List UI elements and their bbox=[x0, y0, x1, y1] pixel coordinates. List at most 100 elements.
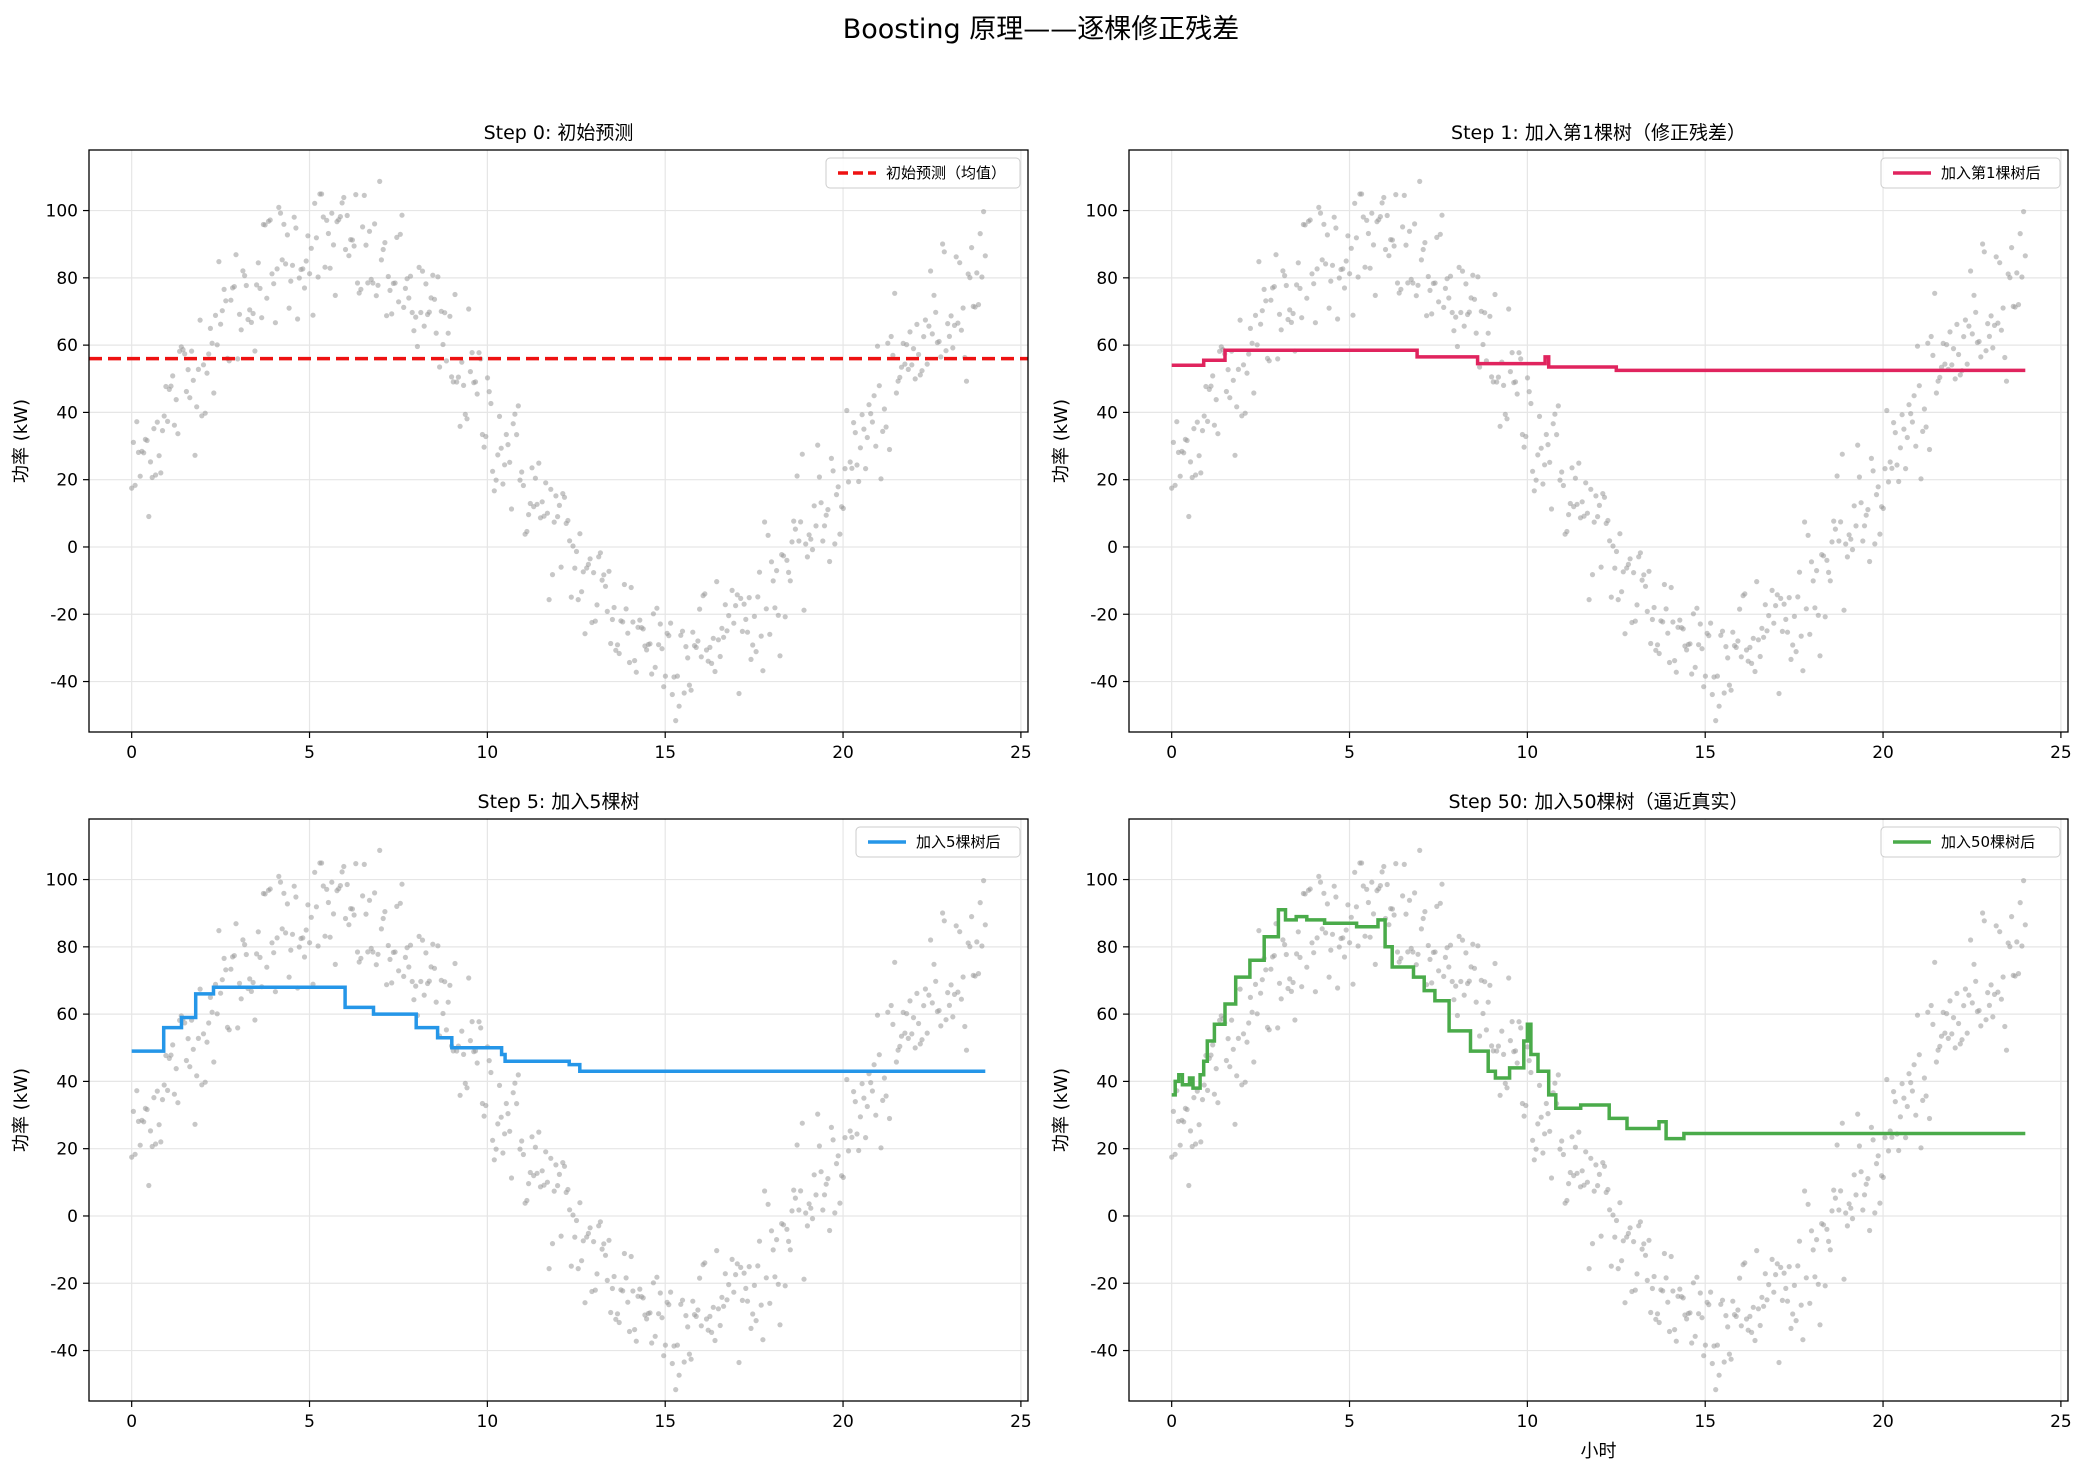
scatter-point bbox=[1471, 296, 1478, 302]
scatter-point bbox=[1377, 214, 1383, 220]
scatter-point bbox=[1579, 499, 1585, 505]
scatter-point bbox=[187, 1064, 193, 1070]
scatter-point bbox=[1379, 869, 1385, 875]
scatter-point bbox=[204, 1039, 210, 1045]
scatter-point bbox=[185, 1036, 191, 1042]
scatter-point bbox=[857, 1114, 864, 1120]
scatter-point bbox=[821, 523, 828, 529]
scatter-point bbox=[924, 1030, 930, 1036]
scatter-point bbox=[628, 584, 634, 591]
scatter-point bbox=[496, 1082, 503, 1088]
scatter-point bbox=[756, 569, 763, 575]
scatter-point bbox=[459, 359, 465, 365]
scatter-point bbox=[1193, 1141, 1199, 1147]
scatter-point bbox=[419, 937, 426, 943]
figure-title: Boosting 原理——逐棵修正残差 bbox=[843, 14, 1240, 45]
scatter-point bbox=[1651, 1273, 1657, 1280]
scatter-point bbox=[621, 581, 628, 588]
scatter-point bbox=[883, 1093, 889, 1099]
scatter-point bbox=[1518, 356, 1524, 362]
scatter-point bbox=[1702, 673, 1708, 679]
scatter-point bbox=[753, 1318, 759, 1324]
scatter-point bbox=[733, 603, 739, 609]
scatter-point bbox=[1215, 431, 1221, 437]
scatter-point bbox=[1906, 402, 1912, 408]
scatter-point bbox=[609, 616, 616, 623]
scatter-point bbox=[426, 978, 432, 984]
scatter-point bbox=[770, 578, 776, 584]
scatter-point bbox=[1567, 1169, 1573, 1176]
scatter-point bbox=[1733, 644, 1739, 651]
scatter-point bbox=[1867, 558, 1873, 565]
scatter-point bbox=[1567, 500, 1573, 507]
scatter-point bbox=[130, 439, 136, 445]
scatter-point bbox=[1901, 1095, 1907, 1101]
scatter-point bbox=[558, 564, 564, 570]
scatter-point bbox=[1959, 1037, 1965, 1043]
scatter-point bbox=[909, 1031, 915, 1037]
scatter-point bbox=[632, 658, 638, 664]
scatter-point bbox=[1439, 212, 1445, 218]
scatter-point bbox=[1456, 933, 1462, 940]
scatter-point bbox=[1576, 1129, 1582, 1135]
scatter-point bbox=[1370, 242, 1377, 248]
scatter-point bbox=[231, 284, 237, 290]
scatter-point bbox=[1458, 978, 1464, 985]
scatter-point bbox=[1826, 569, 1832, 576]
scatter-point bbox=[216, 928, 222, 934]
scatter-point bbox=[1343, 258, 1349, 264]
scatter-point bbox=[1244, 1039, 1250, 1045]
scatter-point bbox=[289, 931, 296, 937]
scatter-point bbox=[1191, 1095, 1197, 1101]
scatter-point bbox=[342, 915, 349, 922]
scatter-point bbox=[940, 241, 946, 247]
legend: 加入50棵树后 bbox=[1880, 826, 2061, 858]
scatter-point bbox=[1709, 691, 1715, 698]
scatter-point bbox=[736, 690, 742, 697]
scatter-point bbox=[594, 1271, 600, 1277]
x-tick-label: 0 bbox=[1166, 1412, 1177, 1432]
scatter-point bbox=[1899, 412, 1905, 418]
scatter-point bbox=[1754, 579, 1760, 585]
scatter-point bbox=[1552, 411, 1558, 417]
scatter-point bbox=[384, 982, 390, 988]
scatter-point bbox=[406, 964, 412, 970]
scatter-point bbox=[1572, 475, 1578, 481]
scatter-point bbox=[1405, 280, 1411, 286]
scatter-point bbox=[146, 513, 152, 520]
scatter-point bbox=[1810, 578, 1816, 584]
scatter-point bbox=[366, 897, 373, 903]
scatter-point bbox=[765, 532, 771, 538]
scatter-point bbox=[1170, 1108, 1176, 1114]
y-tick-label: -20 bbox=[50, 1274, 78, 1294]
scatter-point bbox=[1230, 1046, 1236, 1052]
scatter-point bbox=[472, 1048, 479, 1054]
scatter-point bbox=[380, 246, 386, 253]
scatter-point bbox=[823, 1181, 829, 1187]
scatter-point bbox=[729, 1256, 735, 1262]
scatter-point bbox=[1875, 1153, 1881, 1159]
scatter-point bbox=[804, 1223, 811, 1229]
scatter-point bbox=[202, 1079, 208, 1085]
scatter-point bbox=[782, 614, 788, 620]
scatter-point bbox=[445, 330, 451, 336]
scatter-point bbox=[1858, 1169, 1864, 1175]
scatter-point bbox=[1394, 280, 1401, 286]
scatter-point bbox=[886, 1115, 893, 1122]
scatter-point bbox=[1880, 505, 1886, 511]
scatter-point bbox=[1706, 633, 1712, 639]
scatter-point bbox=[1280, 937, 1286, 943]
scatter-point bbox=[1730, 1298, 1736, 1304]
scatter-point bbox=[679, 628, 686, 634]
scatter-point bbox=[1696, 642, 1702, 648]
scatter-point bbox=[1826, 1238, 1832, 1244]
scatter-point bbox=[1369, 879, 1375, 885]
scatter-point bbox=[567, 538, 573, 544]
scatter-point bbox=[1737, 606, 1743, 612]
scatter-point bbox=[941, 249, 947, 255]
scatter-point bbox=[1697, 1290, 1703, 1296]
scatter-point bbox=[734, 1261, 740, 1267]
legend: 初始预测（均值） bbox=[825, 157, 1021, 189]
scatter-point bbox=[650, 611, 657, 617]
scatter-point bbox=[269, 271, 275, 277]
